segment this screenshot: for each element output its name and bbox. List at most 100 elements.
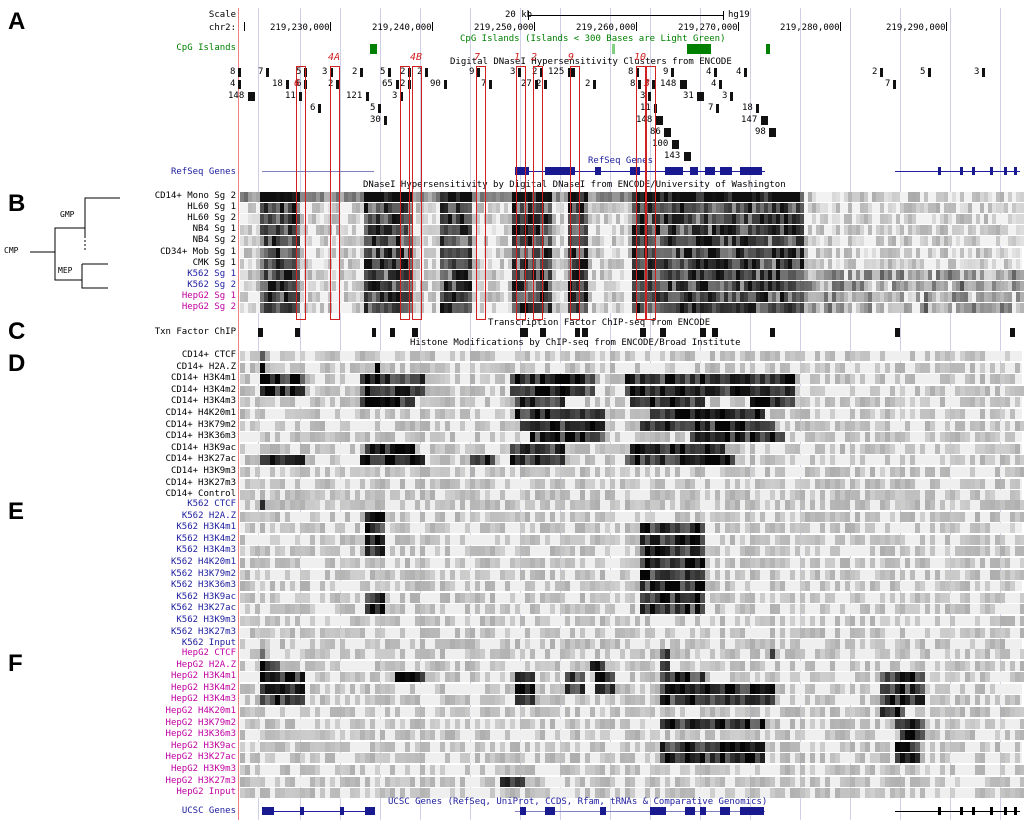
signal-bin (240, 660, 245, 671)
signal-bin (450, 581, 455, 592)
signal-bin (884, 214, 888, 225)
signal-bin (930, 432, 935, 443)
signal-bin (532, 203, 536, 214)
signal-bin (624, 192, 628, 202)
signal-bin (920, 639, 925, 650)
signal-bin (720, 192, 724, 202)
signal-bin (955, 569, 960, 580)
signal-bin (740, 397, 745, 408)
signal-bin (312, 214, 316, 225)
signal-bin (265, 558, 270, 568)
signal-bin (780, 432, 785, 443)
hepg2_tracks-label: HepG2 CTCF (181, 648, 236, 658)
refseq-label[interactable]: RefSeq Genes (170, 167, 236, 177)
signal-bin (485, 420, 490, 431)
signal-bin (928, 247, 932, 258)
tfchip-label[interactable]: Txn Factor ChIP (154, 327, 236, 337)
signal-bin (760, 236, 764, 247)
signal-bin (364, 258, 368, 269)
signal-bin (310, 604, 315, 615)
signal-bin (932, 236, 936, 247)
signal-bin (536, 247, 540, 258)
signal-bin (336, 203, 340, 214)
signal-bin (885, 420, 890, 431)
signal-bin (1020, 291, 1024, 302)
signal-bin (752, 214, 756, 225)
signal-bin (620, 258, 624, 269)
signal-bin (490, 432, 495, 443)
signal-bin (460, 247, 464, 258)
signal-bin (1020, 616, 1024, 626)
signal-bin (350, 546, 355, 557)
signal-bin (300, 214, 304, 225)
signal-bin (915, 467, 920, 477)
signal-bin (268, 236, 272, 247)
signal-bin (936, 192, 940, 202)
signal-bin (760, 225, 764, 236)
signal-bin (900, 467, 905, 477)
signal-bin (288, 236, 292, 247)
cluster-count: 4 (706, 67, 712, 77)
signal-bin (520, 203, 524, 214)
signal-bin (500, 385, 505, 396)
gene-line (895, 171, 1020, 172)
signal-bin (732, 214, 736, 225)
signal-bin (490, 604, 495, 615)
signal-bin (1010, 581, 1015, 592)
panel-letter-e: E (8, 498, 25, 525)
signal-bin (756, 214, 760, 225)
signal-bin (592, 247, 596, 258)
signal-bin (305, 467, 310, 477)
signal-bin (472, 214, 476, 225)
cluster-bar (671, 68, 674, 77)
signal-bin (724, 225, 728, 236)
signal-bin (605, 397, 610, 408)
signal-bin (950, 500, 955, 510)
signal-bin (635, 627, 640, 638)
panel-letter-d: D (8, 350, 26, 377)
signal-bin (956, 225, 960, 236)
signal-bin (528, 225, 532, 236)
signal-bin (1016, 225, 1020, 236)
k562_tracks-label: K562 H3K4m1 (176, 522, 236, 533)
signal-bin (780, 639, 785, 650)
gene-line (262, 171, 374, 172)
signal-bin (480, 192, 484, 202)
signal-bin (392, 225, 396, 236)
signal-bin (256, 192, 260, 202)
signal-bin (992, 225, 996, 236)
signal-bin (320, 225, 324, 236)
signal-bin (984, 247, 988, 258)
signal-bin (930, 523, 935, 534)
signal-bin (732, 225, 736, 236)
cpg-label[interactable]: CpG Islands (176, 43, 236, 53)
signal-bin (320, 247, 324, 258)
signal-bin (576, 214, 580, 225)
signal-bin (395, 616, 400, 626)
signal-bin (716, 236, 720, 247)
signal-bin (976, 247, 980, 258)
signal-bin (524, 214, 528, 225)
signal-bin (348, 258, 352, 269)
signal-bin (800, 500, 805, 510)
signal-bin (615, 432, 620, 443)
signal-bin (495, 558, 500, 568)
signal-bin (316, 203, 320, 214)
signal-bin (540, 639, 545, 650)
signal-bin (715, 546, 720, 557)
signal-bin (484, 247, 488, 258)
dnase-track-label: CD34+ Mob Sg 1 (160, 246, 236, 257)
signal-bin (415, 592, 420, 603)
signal-bin (512, 247, 516, 258)
exon (595, 167, 601, 175)
signal-bin (645, 616, 650, 626)
signal-bin (870, 467, 875, 477)
signal-bin (825, 420, 830, 431)
signal-bin (810, 616, 815, 626)
signal-bin (584, 247, 588, 258)
signal-bin (396, 225, 400, 236)
exon (960, 167, 963, 175)
signal-bin (255, 420, 260, 431)
signal-bin (925, 627, 930, 638)
signal-bin (720, 604, 725, 615)
